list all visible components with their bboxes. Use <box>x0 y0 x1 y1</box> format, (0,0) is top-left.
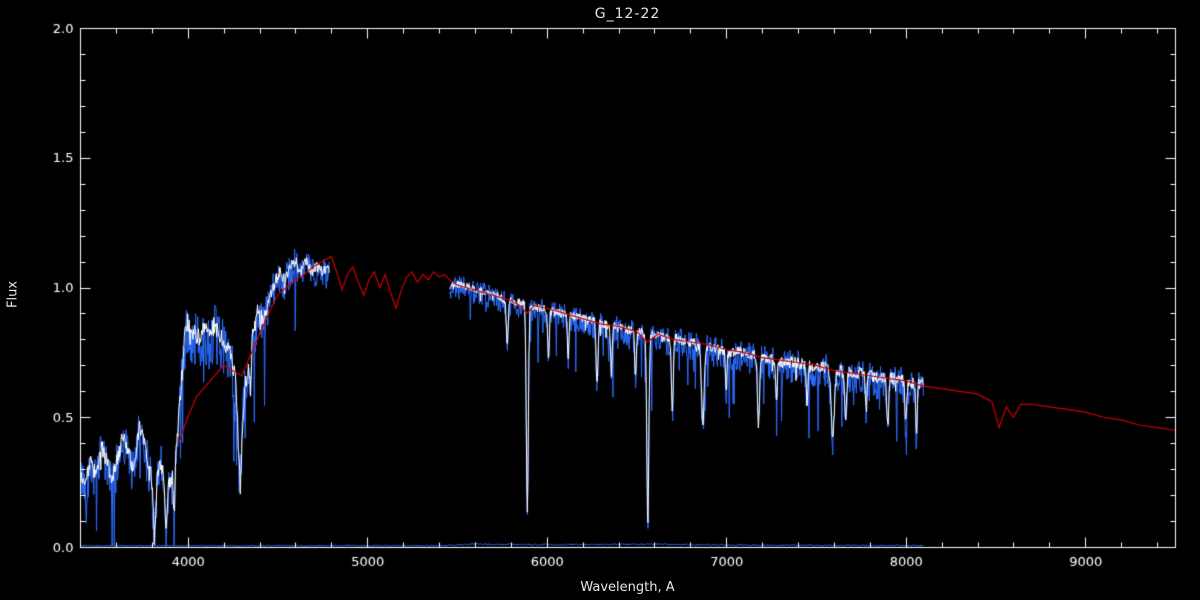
x-axis-label: Wavelength, A <box>580 580 675 595</box>
plot-title: G_12-22 <box>594 6 661 22</box>
y-axis-label: Flux <box>5 280 21 309</box>
